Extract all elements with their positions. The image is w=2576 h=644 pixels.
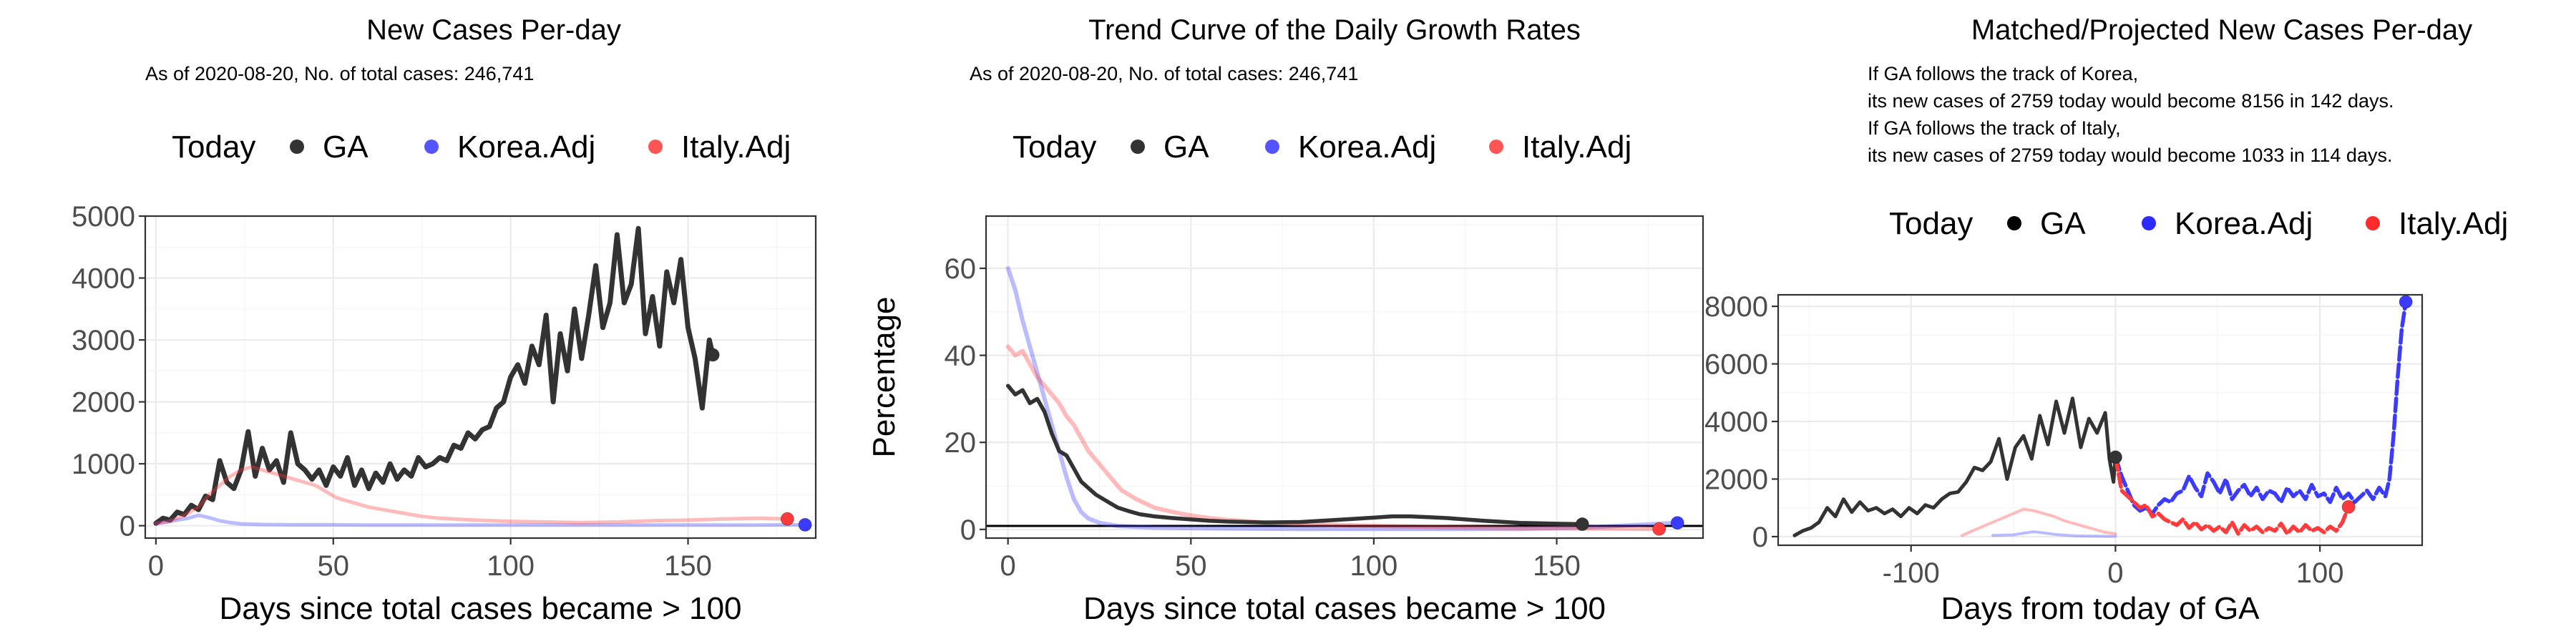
x-tick-label: 0 — [1000, 550, 1016, 582]
plot-frame — [144, 215, 817, 540]
annotation-line: If GA follows the track of Italy, — [1868, 117, 2121, 139]
y-tick-label: 1000 — [72, 449, 135, 480]
legend-label-korea-adj: Korea.Adj — [1298, 130, 1436, 165]
panel-growth-rates: Trend Curve of the Daily Growth Rates As… — [867, 14, 1704, 626]
x-tick-label: 50 — [1175, 550, 1207, 582]
series-line-korea-adj — [154, 513, 807, 527]
legend: Today GA Korea.Adj Italy.Adj — [1013, 130, 1631, 165]
legend-key-ga — [1131, 140, 1145, 154]
plot-area — [1792, 300, 2408, 538]
y-tick-label: 20 — [945, 427, 977, 459]
legend-key-korea-adj — [424, 140, 439, 154]
legend-key-italy-adj — [1489, 140, 1503, 154]
series-line-korea-adj — [1005, 266, 1680, 532]
legend-key-ga — [290, 140, 304, 154]
series-line-italy-adj-projected — [2113, 455, 2351, 536]
x-tick-label: 0 — [2107, 557, 2123, 589]
panel-projected: Matched/Projected New Cases Per-day If G… — [1704, 14, 2508, 626]
plot-area — [153, 225, 807, 527]
legend-label-italy-adj: Italy.Adj — [681, 130, 791, 165]
y-tick-label: 2000 — [72, 387, 135, 419]
today-point-ga — [706, 348, 720, 362]
series-line-korea-adj-projected — [2113, 300, 2408, 516]
grid — [986, 216, 1703, 538]
today-point-ga — [1575, 517, 1589, 532]
y-axis-label: Percentage — [867, 296, 902, 457]
grid — [1778, 295, 2423, 545]
y-tick-label: 5000 — [72, 201, 135, 233]
y-tick-label: 0 — [960, 514, 976, 546]
series-line-italy-adj — [1005, 344, 1662, 532]
legend-label-korea-adj: Korea.Adj — [457, 130, 595, 165]
legend-key-italy-adj — [2366, 216, 2380, 230]
legend-key-italy-adj — [648, 140, 663, 154]
legend: Today GA Korea.Adj Italy.Adj — [1889, 206, 2508, 241]
legend-label-ga: GA — [2040, 206, 2086, 241]
x-tick-label: -100 — [1883, 557, 1940, 589]
y-tick-label: 2000 — [1704, 464, 1768, 495]
chart-title: Matched/Projected New Cases Per-day — [1971, 14, 2472, 46]
today-point-korea-adj — [1670, 516, 1684, 530]
x-tick-label: 150 — [1533, 550, 1581, 582]
y-tick-label: 4000 — [1704, 406, 1768, 438]
x-tick-label: 0 — [148, 550, 164, 582]
y-tick-label: 0 — [1752, 522, 1768, 553]
annotation-line: its new cases of 2759 today would become… — [1868, 90, 2394, 112]
today-point-italy-adj — [780, 512, 794, 526]
legend-label-ga: GA — [1163, 130, 1209, 165]
plot-frame — [985, 215, 1704, 540]
series-line-italy-adj — [154, 465, 789, 525]
series-line-ga — [153, 225, 716, 526]
annotation-line: If GA follows the track of Korea, — [1868, 63, 2138, 84]
y-tick-label: 4000 — [72, 263, 135, 295]
y-tick-label: 40 — [945, 341, 977, 372]
legend-key-korea-adj — [2142, 216, 2156, 230]
panel-new-cases: New Cases Per-day As of 2020-08-20, No. … — [72, 14, 817, 626]
x-axis-label: Days since total cases became > 100 — [1083, 591, 1606, 626]
x-axis-label: Days from today of GA — [1941, 591, 2260, 626]
x-tick-label: 50 — [318, 550, 350, 582]
legend-title: Today — [172, 130, 255, 165]
legend-label-italy-adj: Italy.Adj — [1522, 130, 1631, 165]
x-tick-label: 100 — [487, 550, 535, 582]
legend-title: Today — [1889, 206, 1973, 241]
y-tick-label: 60 — [945, 253, 977, 285]
series-line-italy-adj — [1961, 507, 2117, 537]
today-point-korea-adj — [798, 517, 812, 532]
plot-frame — [1777, 293, 2424, 547]
grid — [145, 215, 816, 538]
x-tick-label: 100 — [2296, 557, 2344, 589]
legend-key-ga — [2007, 216, 2021, 230]
chart-subtitle: As of 2020-08-20, No. of total cases: 24… — [145, 63, 534, 84]
legend: Today GA Korea.Adj Italy.Adj — [172, 130, 791, 165]
chart-title: New Cases Per-day — [366, 14, 621, 46]
series-line-korea-adj — [1991, 530, 2117, 538]
legend-label-ga: GA — [323, 130, 369, 165]
y-tick-label: 8000 — [1704, 291, 1768, 323]
chart-title: Trend Curve of the Daily Growth Rates — [1088, 14, 1581, 46]
x-tick-label: 150 — [664, 550, 712, 582]
today-point-italy-adj-projected — [2341, 499, 2356, 514]
legend-label-korea-adj: Korea.Adj — [2175, 206, 2313, 241]
today-point-ga — [2108, 450, 2122, 464]
legend-title: Today — [1013, 130, 1096, 165]
annotation-line: its new cases of 2759 today would become… — [1868, 145, 2392, 166]
chart-subtitle: As of 2020-08-20, No. of total cases: 24… — [970, 63, 1358, 84]
x-tick-label: 100 — [1350, 550, 1398, 582]
legend-key-korea-adj — [1265, 140, 1279, 154]
series-line-ga — [1005, 384, 1585, 527]
y-tick-label: 6000 — [1704, 349, 1768, 381]
legend-label-italy-adj: Italy.Adj — [2399, 206, 2508, 241]
y-tick-label: 0 — [119, 511, 135, 542]
series-line-ga — [1792, 396, 2117, 537]
x-axis-label: Days since total cases became > 100 — [219, 591, 741, 626]
y-tick-label: 3000 — [72, 325, 135, 356]
today-point-italy-adj — [1652, 522, 1667, 536]
today-point-korea-adj-projected — [2399, 295, 2413, 309]
